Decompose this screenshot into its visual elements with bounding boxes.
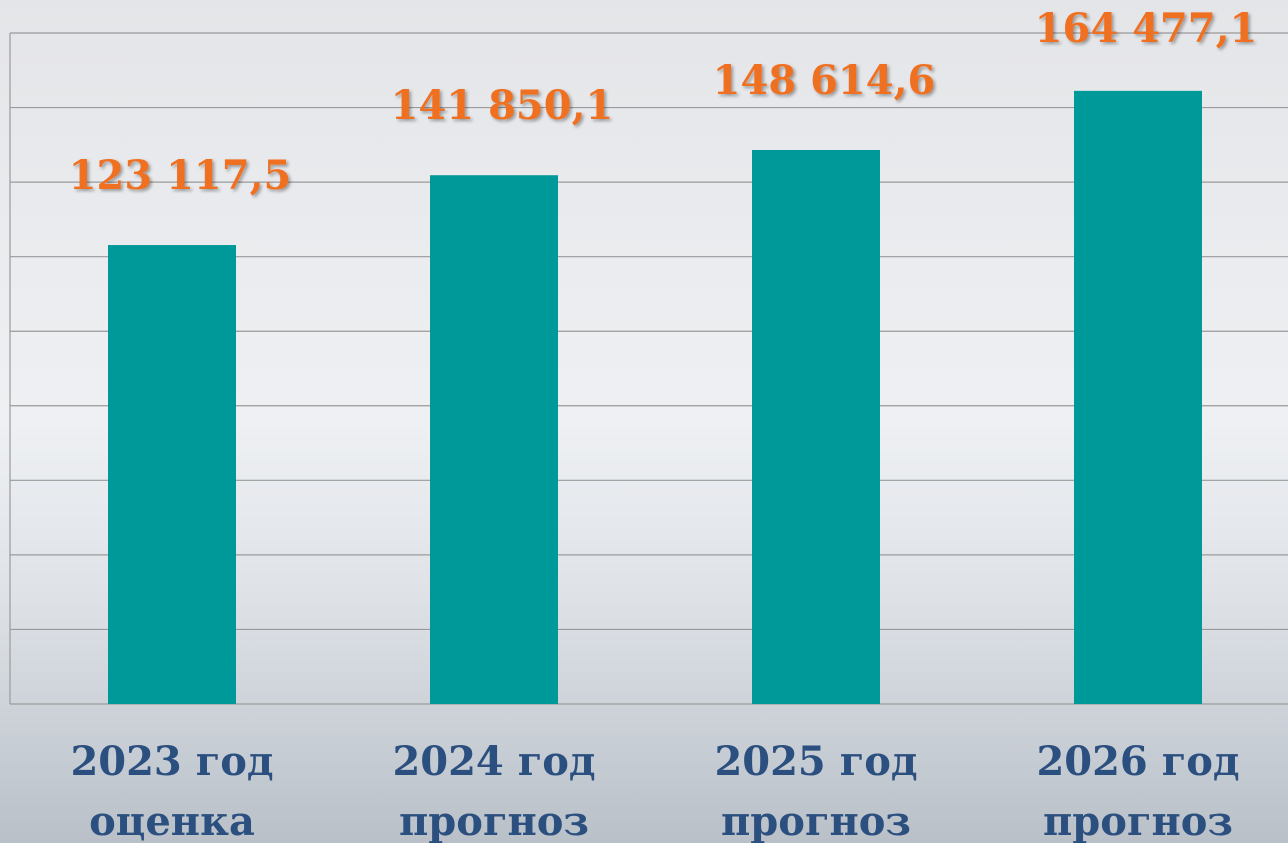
x-tick-label: 2023 год <box>70 738 273 785</box>
x-tick-label: прогноз <box>721 798 911 843</box>
bar <box>108 245 236 704</box>
value-label: 148 614,6 <box>713 57 936 104</box>
x-tick-label: 2026 год <box>1036 738 1239 785</box>
bar <box>752 149 880 704</box>
x-tick-label: прогноз <box>1043 798 1233 843</box>
x-tick-label: оценка <box>89 798 255 843</box>
bar <box>1074 90 1202 705</box>
value-label: 164 477,1 <box>1035 5 1258 52</box>
x-tick-label: 2024 год <box>392 738 595 785</box>
value-label: 141 850,1 <box>391 82 614 129</box>
value-label: 123 117,5 <box>69 152 292 199</box>
x-tick-label: 2025 год <box>714 738 917 785</box>
bar <box>430 175 558 704</box>
x-tick-label: прогноз <box>399 798 589 843</box>
